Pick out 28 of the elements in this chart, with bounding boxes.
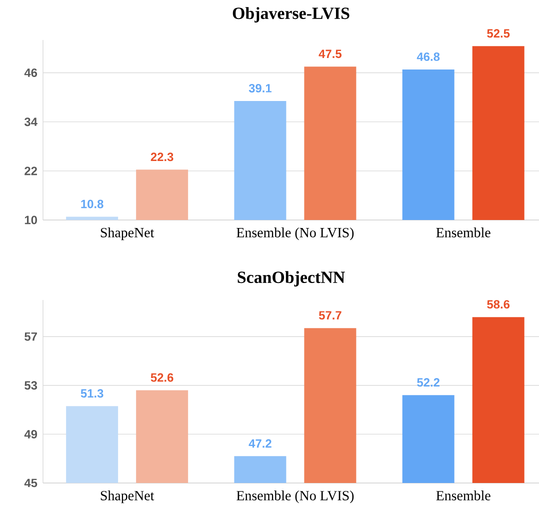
x-tick-label: ShapeNet bbox=[100, 228, 154, 240]
data-label: 47.2 bbox=[248, 439, 272, 448]
y-tick-label: 57 bbox=[24, 332, 37, 341]
y-tick-label: 46 bbox=[24, 68, 38, 77]
y-tick-label: 49 bbox=[24, 430, 38, 438]
y-tick-label: 34 bbox=[24, 118, 38, 126]
data-label: 57.7 bbox=[318, 311, 342, 320]
y-tick-label: 53 bbox=[24, 381, 38, 390]
x-tick-label: Ensemble (No LVIS) bbox=[236, 490, 354, 504]
y-tick-label: 45 bbox=[24, 478, 38, 488]
data-label: 51.3 bbox=[80, 389, 104, 398]
data-label: 47.5 bbox=[318, 50, 342, 58]
x-tick-label: Ensemble (No LVIS) bbox=[236, 228, 354, 240]
x-tick-label: Ensemble bbox=[436, 490, 490, 500]
data-label: 52.2 bbox=[417, 378, 440, 387]
chart-title: Objaverse-LVIS bbox=[232, 7, 350, 23]
x-tick-label: ShapeNet bbox=[100, 490, 154, 504]
data-label: 52.5 bbox=[487, 29, 510, 38]
data-label: 22.3 bbox=[150, 152, 174, 162]
y-tick-label: 22 bbox=[24, 166, 37, 176]
chart-title: ScanObjectNN bbox=[238, 271, 345, 287]
data-label: 52.6 bbox=[150, 373, 174, 382]
data-label: 10.8 bbox=[81, 200, 104, 208]
data-label: 46.8 bbox=[416, 52, 440, 61]
y-tick-label: 10 bbox=[24, 216, 37, 224]
x-tick-label: Ensemble bbox=[436, 228, 490, 238]
data-label: 58.6 bbox=[487, 300, 510, 309]
data-label: 39.1 bbox=[248, 84, 272, 92]
